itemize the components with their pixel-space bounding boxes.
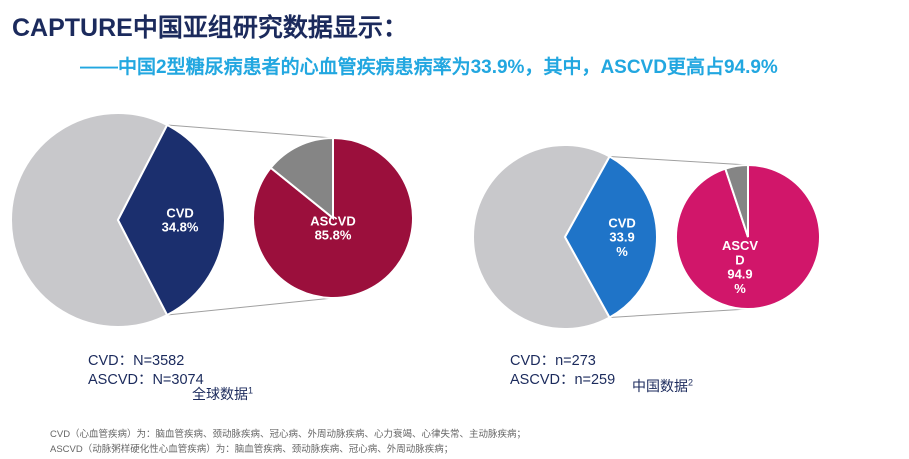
china-counts: CVD：n=273 ASCVD：n=259 xyxy=(510,352,615,390)
global-connector-top xyxy=(167,124,334,139)
page-title: CAPTURE中国亚组研究数据显示： xyxy=(12,14,408,42)
global-source-label: 全球数据1 xyxy=(192,384,253,404)
global-ascvd-count: ASCVD：N=3074 xyxy=(88,372,204,388)
china-connector-top xyxy=(609,156,749,166)
global-ascvd-label: ASCVD 85.8% xyxy=(310,213,356,242)
global-cvd-label: CVD 34.8% xyxy=(162,205,199,234)
global-cvd-count: CVD：N=3582 xyxy=(88,353,185,369)
global-source-text: 全球数据 xyxy=(192,386,248,402)
china-ascvd-count: ASCVD：n=259 xyxy=(510,372,616,388)
global-rest-slice xyxy=(10,112,169,328)
china-rest-slice xyxy=(472,144,611,330)
global-counts: CVD：N=3582 ASCVD：N=3074 xyxy=(88,352,204,390)
china-source-note: 2 xyxy=(688,377,694,388)
footnote-ascvd: ASCVD（动脉粥样硬化性心血管疾病）为：脑血管疾病、颈动脉疾病、冠心病、外周动… xyxy=(50,444,454,455)
china-source-label: 中国数据2 xyxy=(632,376,693,396)
china-cvd-slice xyxy=(563,155,658,319)
china-ascvd-label: ASCV D 94.9% xyxy=(722,238,758,296)
page-subtitle: ——中国2型糖尿病患者的心血管疾病患病率为33.9%，其中，ASCVD更高占94… xyxy=(80,57,778,78)
china-cvd-count: CVD：n=273 xyxy=(510,353,596,369)
footnote-cvd: CVD（心血管疾病）为：脑血管疾病、颈动脉疾病、冠心病、外周动脉疾病、心力衰竭、… xyxy=(50,429,527,440)
global-sub-rest-slice xyxy=(269,136,334,221)
global-connector-bottom xyxy=(167,297,334,316)
global-source-note: 1 xyxy=(248,385,254,396)
china-sub-rest-slice xyxy=(724,163,749,238)
china-connector-bottom xyxy=(609,308,749,318)
china-cvd-label: CVD 33.9% xyxy=(608,215,635,259)
global-cvd-slice xyxy=(116,123,226,317)
china-source-text: 中国数据 xyxy=(632,378,688,394)
